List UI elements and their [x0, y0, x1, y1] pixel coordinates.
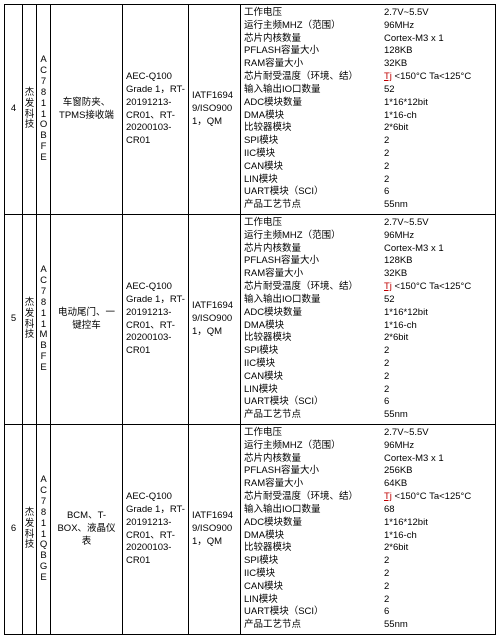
vendor-cell: 杰发科技 — [23, 425, 37, 635]
chip-spec-table: 4杰发科技AC7811OBFE车窗防夹、TPMS接收端AEC-Q100 Grad… — [4, 4, 496, 635]
part-number-text: AC7811QBGE — [40, 475, 47, 584]
vendor-cell: 杰发科技 — [23, 5, 37, 215]
tj-token: Tj — [384, 281, 392, 292]
tj-token: Tj — [384, 71, 392, 82]
spec-cell: 工作电压2.7V~5.5V运行主频MHZ（范围）96MHz芯片内核数量Corte… — [241, 5, 496, 215]
row-index: 4 — [5, 5, 23, 215]
application-cell: 电动尾门、一键控车 — [51, 215, 123, 425]
application-cell: 车窗防夹、TPMS接收端 — [51, 5, 123, 215]
part-number-text: AC7811OBFE — [40, 55, 47, 164]
part-number-cell: AC7811OBFE — [37, 5, 51, 215]
certification-cell: IATF16949/ISO9001，QM — [189, 5, 241, 215]
part-number-cell: AC7811QBGE — [37, 425, 51, 635]
vendor-text: 杰发科技 — [26, 508, 33, 552]
part-number-cell: AC7811MBFE — [37, 215, 51, 425]
vendor-text: 杰发科技 — [26, 298, 33, 342]
row-index: 6 — [5, 425, 23, 635]
vendor-text: 杰发科技 — [26, 88, 33, 132]
tj-token: Tj — [384, 491, 392, 502]
row-index: 5 — [5, 215, 23, 425]
table-row: 5杰发科技 AC7811MBFE 电动尾门、一键控车AEC-Q100 Grade 1… — [5, 215, 496, 425]
grade-cell: AEC-Q100 Grade 1，RT-20191213-CR01、RT-202… — [123, 425, 189, 635]
grade-cell: AEC-Q100 Grade 1，RT-20191213-CR01、RT-202… — [123, 215, 189, 425]
table-row: 6杰发科技 AC7811QBGE BCM、T-BOX、液晶仪表AEC-Q100 Gr… — [5, 425, 496, 635]
table-row: 4杰发科技 AC7811OBFE 车窗防夹、TPMS接收端AEC-Q100 Grad… — [5, 5, 496, 215]
certification-cell: IATF16949/ISO9001，QM — [189, 215, 241, 425]
grade-cell: AEC-Q100 Grade 1，RT-20191213-CR01、RT-202… — [123, 5, 189, 215]
vendor-cell: 杰发科技 — [23, 215, 37, 425]
application-cell: BCM、T-BOX、液晶仪表 — [51, 425, 123, 635]
part-number-text: AC7811MBFE — [40, 265, 47, 374]
spec-cell: 工作电压2.7V~5.5V运行主频MHZ（范围）96MHz芯片内核数量Corte… — [241, 215, 496, 425]
certification-cell: IATF16949/ISO9001，QM — [189, 425, 241, 635]
spec-cell: 工作电压2.7V~5.5V运行主频MHZ（范围）96MHz芯片内核数量Corte… — [241, 425, 496, 635]
